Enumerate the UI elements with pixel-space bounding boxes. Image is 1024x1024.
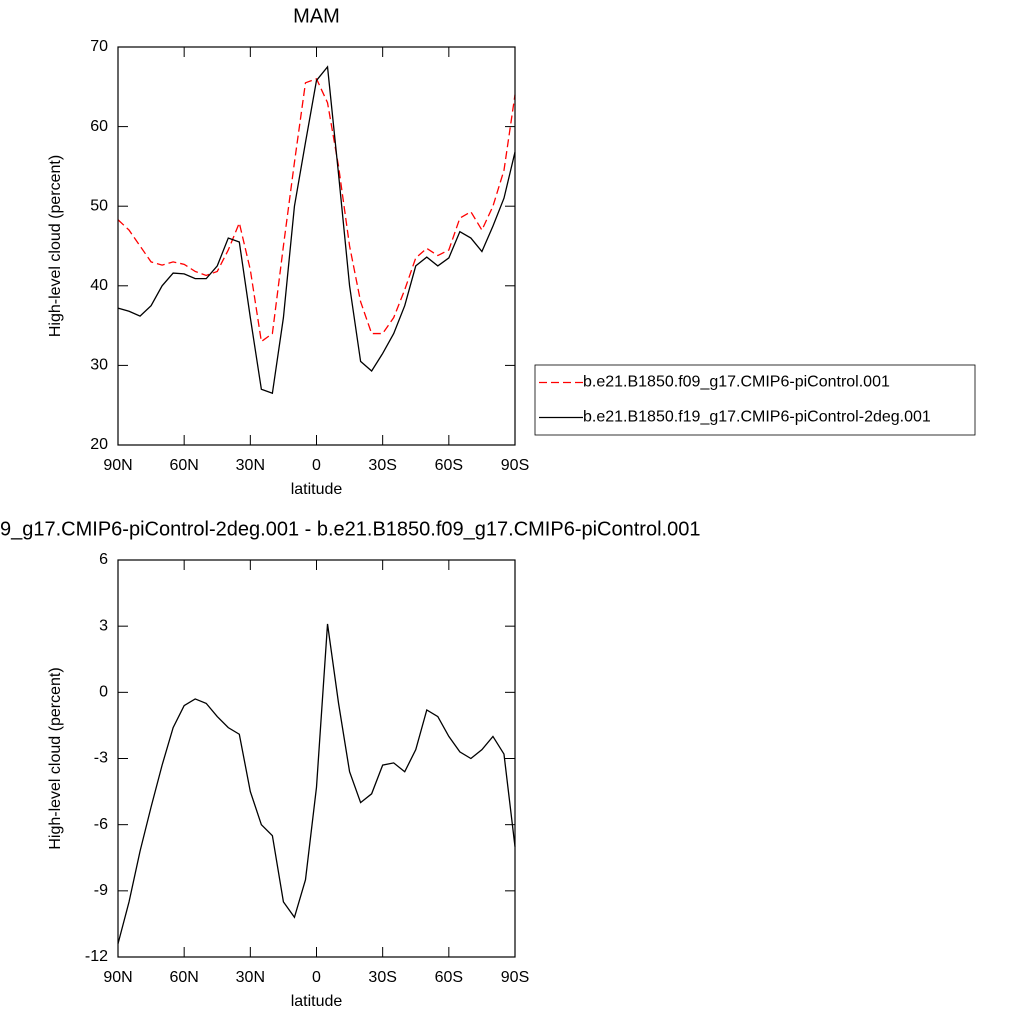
y-tick-label: 30: [90, 357, 108, 374]
y-tick-label: 50: [90, 197, 108, 214]
x-tick-label: 90N: [103, 457, 132, 474]
chart-title: MAM: [293, 5, 340, 27]
legend-label: b.e21.B1850.f19_g17.CMIP6-piControl-2deg…: [583, 409, 931, 426]
x-tick-label: 30S: [368, 457, 396, 474]
y-tick-label: 40: [90, 277, 108, 294]
data-line: [117, 623, 516, 944]
x-tick-label: 30S: [368, 969, 396, 986]
x-tick-label: 60N: [169, 969, 198, 986]
y-tick-label: -3: [94, 750, 108, 767]
y-tick-label: 3: [99, 617, 108, 634]
data-line: [117, 78, 516, 343]
plot-frame: [117, 46, 516, 446]
y-tick-label: 60: [90, 118, 108, 135]
x-tick-label: 30N: [236, 457, 265, 474]
plot-frame: [117, 559, 516, 958]
x-tick-label: 60S: [435, 969, 463, 986]
y-axis-label: High-level cloud (percent): [47, 667, 64, 849]
y-tick-label: 0: [99, 684, 108, 701]
x-tick-label: 90S: [501, 457, 529, 474]
x-axis-label: latitude: [291, 481, 343, 498]
x-tick-label: 90S: [501, 969, 529, 986]
x-tick-label: 30N: [236, 969, 265, 986]
x-tick-label: 90N: [103, 969, 132, 986]
legend-label: b.e21.B1850.f09_g17.CMIP6-piControl.001: [583, 374, 890, 391]
y-tick-label: 20: [90, 436, 108, 453]
x-tick-label: 60S: [435, 457, 463, 474]
y-axis-label: High-level cloud (percent): [47, 155, 64, 337]
legend-box: [534, 364, 976, 436]
x-tick-label: 0: [312, 969, 321, 986]
chart-title: 9_g17.CMIP6-piControl-2deg.001 - b.e21.B…: [0, 518, 700, 540]
y-tick-label: -9: [94, 882, 108, 899]
x-axis-label: latitude: [291, 993, 343, 1010]
data-line: [117, 65, 516, 395]
x-tick-label: 0: [312, 457, 321, 474]
y-tick-label: -12: [85, 948, 108, 965]
y-tick-label: 70: [90, 38, 108, 55]
x-tick-label: 60N: [169, 457, 198, 474]
y-tick-label: 6: [99, 551, 108, 568]
y-tick-label: -6: [94, 816, 108, 833]
